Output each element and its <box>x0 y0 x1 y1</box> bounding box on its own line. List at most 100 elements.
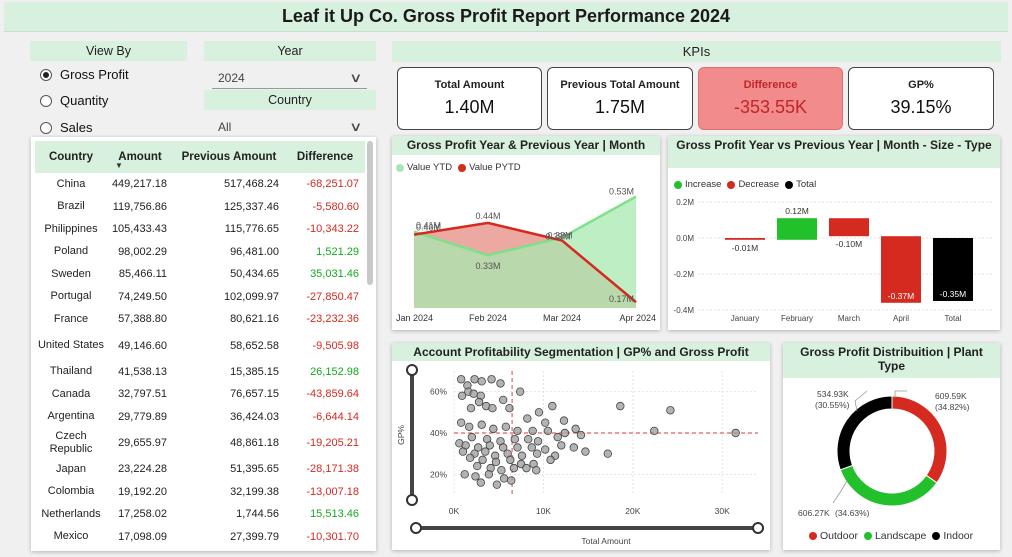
scatter-point[interactable] <box>473 443 483 452</box>
series-line-pytd[interactable] <box>413 221 637 304</box>
scatter-point[interactable] <box>467 432 477 442</box>
scatter-point[interactable] <box>481 447 490 456</box>
y-slider-handle[interactable] <box>406 364 418 376</box>
scatter-point[interactable] <box>464 422 474 431</box>
scatter-point[interactable] <box>543 426 553 436</box>
scatter-point[interactable] <box>501 422 511 431</box>
scatter-point[interactable] <box>524 434 533 444</box>
scatter-point[interactable] <box>540 418 550 427</box>
scatter-point[interactable] <box>513 443 522 452</box>
table-row[interactable]: Sweden 85,466.11 50,434.65 35,031.46 <box>35 263 365 286</box>
table-row[interactable]: Argentina 29,779.89 36,424.03 -6,644.14 <box>35 406 365 429</box>
scatter-point[interactable] <box>559 416 569 425</box>
scatter-point[interactable] <box>546 455 555 465</box>
scatter-point[interactable] <box>534 408 544 417</box>
scatter-point[interactable] <box>548 401 557 411</box>
scatter-point[interactable] <box>557 441 566 450</box>
scatter-point[interactable] <box>553 432 562 442</box>
scatter-point[interactable] <box>488 403 497 413</box>
x-slider-handle[interactable] <box>410 522 422 534</box>
table-row[interactable]: Canada 32,797.51 76,657.15 -43,859.64 <box>35 383 365 406</box>
scatter-point[interactable] <box>498 443 508 452</box>
scatter-point[interactable] <box>533 437 543 446</box>
scatter-point[interactable] <box>460 470 469 479</box>
scatter-point[interactable] <box>470 375 479 384</box>
scatter-point[interactable] <box>487 375 496 384</box>
waterfall-bar[interactable] <box>829 218 869 237</box>
scatter-point[interactable] <box>457 391 467 400</box>
scatter-point[interactable] <box>456 418 466 427</box>
table-row[interactable]: Colombia 19,192.20 32,199.38 -13,007.18 <box>35 481 365 504</box>
scatter-point[interactable] <box>666 406 675 415</box>
y-slider-handle[interactable] <box>406 494 418 506</box>
scatter-point[interactable] <box>509 463 519 473</box>
scatter-point[interactable] <box>513 426 522 436</box>
column-header-previous-amount[interactable]: Previous Amount <box>181 151 277 163</box>
scatter-point[interactable] <box>491 457 501 467</box>
column-header-country[interactable]: Country <box>48 151 94 163</box>
table-row[interactable]: Thailand 41,538.13 15,385.15 26,152.98 <box>35 361 365 384</box>
scatter-point[interactable] <box>532 449 542 458</box>
scatter-point[interactable] <box>527 443 536 452</box>
scatter-point[interactable] <box>571 424 580 434</box>
scatter-point[interactable] <box>477 377 486 386</box>
scatter-point[interactable] <box>528 426 537 436</box>
table-row[interactable]: China 449,217.18 517,468.24 -68,251.07 <box>35 173 365 196</box>
column-header-difference[interactable]: Difference <box>296 151 354 163</box>
scatter-point[interactable] <box>581 447 590 456</box>
scatter-point[interactable] <box>477 420 486 429</box>
scatter-point[interactable] <box>497 465 506 475</box>
table-row[interactable]: Netherlands 17,258.02 1,744.56 15,513.46 <box>35 503 365 526</box>
scatter-point[interactable] <box>506 455 515 465</box>
country-dropdown[interactable]: All ∨ <box>212 116 367 138</box>
scatter-point[interactable] <box>485 441 494 450</box>
x-slider-handle[interactable] <box>752 522 764 534</box>
scatter-point[interactable] <box>532 465 541 475</box>
scatter-point[interactable] <box>471 472 480 481</box>
scatter-point[interactable] <box>489 424 498 434</box>
scatter-point[interactable] <box>560 428 570 438</box>
waterfall-bar[interactable] <box>881 236 921 303</box>
view-by-option-sales[interactable]: Sales <box>40 120 93 135</box>
year-dropdown[interactable]: 2024 ∨ <box>212 67 367 89</box>
waterfall-bar[interactable] <box>725 238 765 240</box>
waterfall-bar[interactable] <box>933 238 973 301</box>
scatter-point[interactable] <box>484 470 494 479</box>
view-by-option-gross-profit[interactable]: Gross Profit <box>40 67 129 82</box>
scatter-point[interactable] <box>478 455 487 465</box>
table-row[interactable]: United States 49,146.60 58,652.58 -9,505.98 <box>35 331 365 361</box>
view-by-option-quantity[interactable]: Quantity <box>40 93 108 108</box>
scatter-point[interactable] <box>603 449 612 458</box>
scatter-point[interactable] <box>499 474 509 483</box>
donut-slice-indoor[interactable] <box>836 395 893 471</box>
table-row[interactable]: Japan 23,224.28 51,395.65 -28,171.38 <box>35 458 365 481</box>
scatter-point[interactable] <box>492 480 502 489</box>
scatter-point[interactable] <box>469 389 478 398</box>
scatter-point[interactable] <box>496 379 505 388</box>
table-row[interactable]: Poland 98,002.29 96,481.00 1,521.29 <box>35 241 365 264</box>
scatter-point[interactable] <box>731 428 740 438</box>
scatter-point[interactable] <box>498 395 508 405</box>
series-line-ytd[interactable] <box>413 195 637 257</box>
table-row[interactable]: France 57,388.80 80,621.16 -23,232.36 <box>35 308 365 331</box>
scatter-point[interactable] <box>515 387 525 396</box>
scatter-point[interactable] <box>474 397 484 407</box>
scatter-point[interactable] <box>466 403 476 413</box>
scatter-point[interactable] <box>569 443 579 452</box>
waterfall-bar[interactable] <box>777 218 817 240</box>
scatter-point[interactable] <box>616 401 625 411</box>
scatter-point[interactable] <box>510 434 519 444</box>
scatter-point[interactable] <box>458 447 468 456</box>
table-row[interactable]: Czech Republic 29,655.97 48,861.18 -19,205.… <box>35 428 365 458</box>
scatter-point[interactable] <box>505 403 514 413</box>
column-header-amount[interactable]: ▼ Amount <box>107 151 173 170</box>
scatter-point[interactable] <box>523 414 532 423</box>
table-scrollbar[interactable] <box>367 141 373 285</box>
scatter-point[interactable] <box>540 445 550 454</box>
table-row[interactable]: Philippines 105,433.43 115,776.65 -10,343.2… <box>35 218 365 241</box>
scatter-point[interactable] <box>456 375 466 384</box>
scatter-point[interactable] <box>517 451 527 460</box>
scatter-point[interactable] <box>476 478 486 487</box>
scatter-point[interactable] <box>576 430 586 440</box>
scatter-point[interactable] <box>473 461 482 471</box>
